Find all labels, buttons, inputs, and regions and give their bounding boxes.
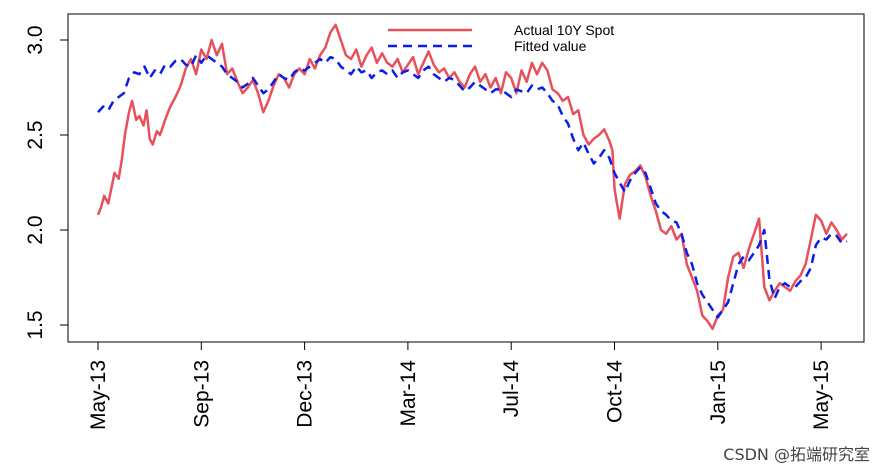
legend-label-fitted: Fitted value [514, 38, 587, 54]
x-tick-label: Dec-13 [294, 360, 317, 428]
plot-frame [67, 13, 865, 343]
y-tick-label: 3.0 [24, 25, 47, 54]
y-tick-label: 2.0 [24, 215, 47, 244]
watermark: CSDN @拓端研究室 [723, 445, 870, 464]
series-line-actual [96, 23, 848, 331]
y-axis: 1.5 2.0 2.5 3.0 [24, 25, 68, 340]
x-tick-label: Jul-14 [500, 360, 523, 418]
x-tick-label: Mar-14 [397, 360, 420, 427]
y-tick-label: 2.5 [24, 120, 47, 149]
x-tick-label: May-15 [810, 360, 833, 430]
x-tick-label: May-13 [87, 360, 110, 430]
x-tick-label: Jan-15 [707, 360, 730, 424]
series-line-fitted [97, 53, 848, 319]
x-tick-label: Sep-13 [190, 360, 213, 428]
y-tick-label: 1.5 [24, 310, 47, 339]
x-axis: May-13 Sep-13 Dec-13 Mar-14 Jul-14 Oct-14 Jan-… [87, 342, 833, 430]
series-layer [96, 23, 848, 331]
x-tick-label: Oct-14 [604, 360, 627, 423]
legend: Actual 10Y Spot Fitted value [388, 22, 614, 54]
legend-label-actual: Actual 10Y Spot [514, 22, 614, 38]
